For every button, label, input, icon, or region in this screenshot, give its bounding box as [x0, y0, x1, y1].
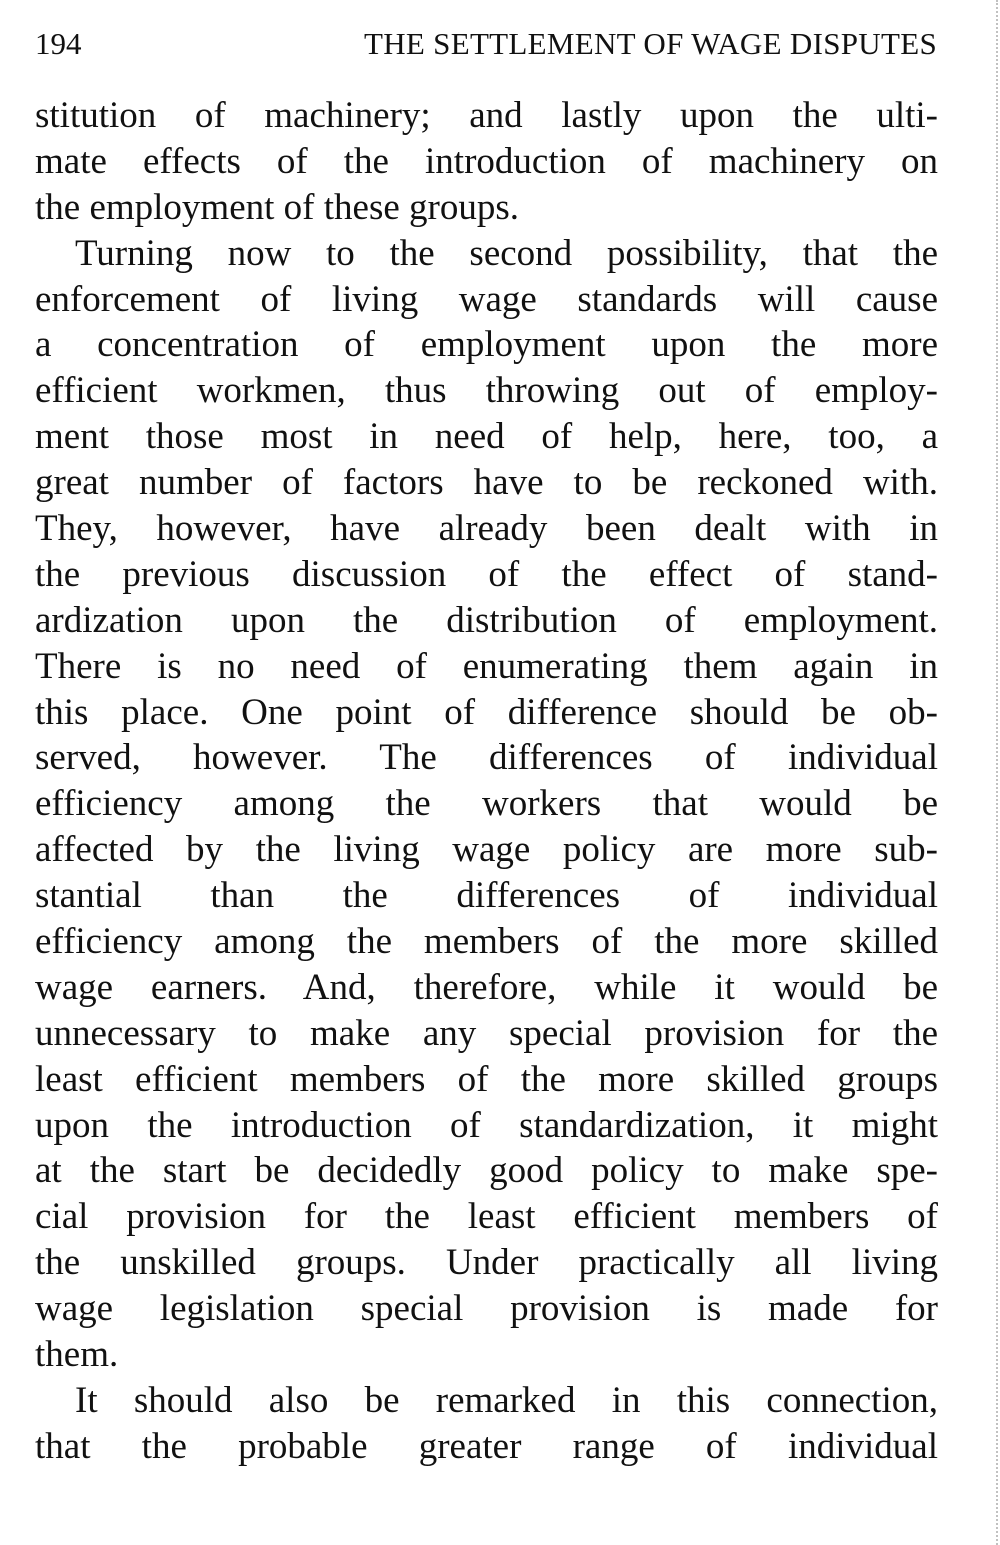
scan-edge — [992, 0, 998, 1545]
running-title: THE SETTLEMENT OF WAGE DISPUTES — [363, 26, 937, 61]
text-line: unnecessary to make any special provisio… — [35, 1012, 938, 1054]
text-line: enforcement of living wage standards wil… — [35, 278, 938, 320]
paragraph: It should also be remarked in this conne… — [35, 1378, 938, 1470]
text-line: stantial than the differences of individ… — [35, 875, 938, 917]
text-line: that the probable greater range of indiv… — [35, 1425, 938, 1467]
text-line: Turning now to the second possibility, t… — [75, 232, 938, 274]
text-line: a concentration of employment upon the m… — [35, 324, 938, 366]
text-line: least efficient members of the more skil… — [35, 1058, 938, 1100]
text-line: ment those most in need of help, here, t… — [35, 416, 938, 458]
text-line: efficiency among the workers that would … — [35, 783, 938, 825]
text-line: ardization upon the distribution of empl… — [35, 599, 938, 641]
page-body: stitution of machinery; and lastly upon … — [35, 93, 938, 1470]
text-line: affected by the living wage policy are m… — [35, 829, 938, 871]
text-line: mate effects of the introduction of mach… — [35, 140, 938, 182]
text-line: They, however, have already been dealt w… — [35, 508, 938, 550]
text-line: wage earners. And, therefore, while it w… — [35, 966, 938, 1008]
text-line: upon the introduction of standardization… — [35, 1104, 938, 1146]
paragraph: Turning now to the second possibility, t… — [35, 231, 938, 1378]
text-line: wage legislation special provision is ma… — [35, 1288, 938, 1330]
text-line: at the start be decidedly good policy to… — [35, 1150, 938, 1192]
paragraph: stitution of machinery; and lastly upon … — [35, 93, 938, 231]
running-header: 194 THE SETTLEMENT OF WAGE DISPUTES — [35, 26, 937, 62]
text-line: cial provision for the least efficient m… — [35, 1196, 938, 1238]
text-line: served, however. The differences of indi… — [35, 737, 938, 779]
text-line: the employment of these groups. — [35, 186, 519, 228]
text-line: them. — [35, 1334, 119, 1376]
text-line: It should also be remarked in this conne… — [75, 1379, 938, 1421]
text-line: this place. One point of difference shou… — [35, 691, 938, 733]
text-line: stitution of machinery; and lastly upon … — [35, 95, 938, 136]
text-line: the previous discussion of the effect of… — [35, 553, 938, 595]
text-line: great number of factors have to be recko… — [35, 462, 938, 504]
text-line: efficiency among the members of the more… — [35, 921, 938, 963]
text-line: efficient workmen, thus throwing out of … — [35, 370, 938, 412]
page-number: 194 — [35, 26, 82, 61]
text-line: the unskilled groups. Under practically … — [35, 1242, 938, 1284]
text-line: There is no need of enumerating them aga… — [35, 645, 938, 687]
